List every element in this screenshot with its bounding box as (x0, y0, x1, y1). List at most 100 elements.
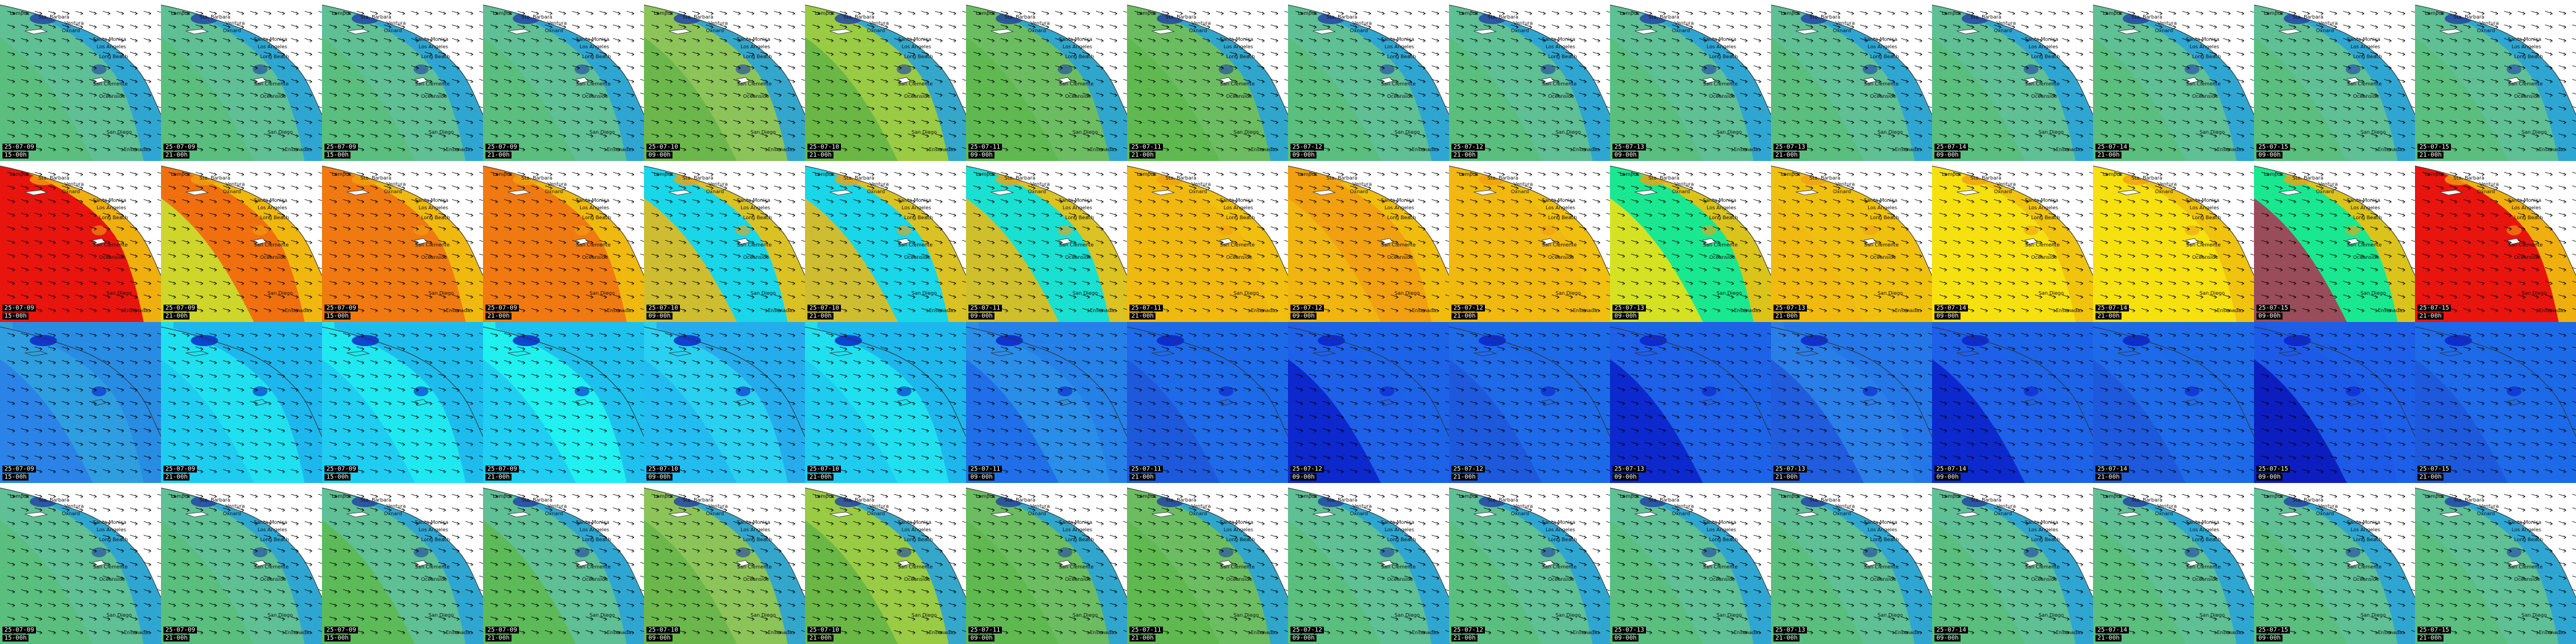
frame-time-label: 09-00h (1934, 313, 1961, 320)
wind-arrow (585, 133, 594, 138)
wind-arrow (383, 133, 392, 138)
wind-arrow (907, 51, 916, 56)
place-label: Los Angeles (258, 44, 287, 50)
map-tile-wind-speed: 25-07-09 15-00h (322, 322, 483, 483)
place-label: Oxnard (2155, 28, 2174, 33)
wind-arrow (866, 11, 875, 15)
wind-arrow (209, 65, 217, 70)
wind-arrow (1270, 106, 1279, 111)
map-tile-wave-height: Lompoc Sta. Barbara Ventura Santa Monica Los… (1932, 0, 2093, 161)
place-label: Oceanside (1548, 255, 1574, 260)
wind-arrow (116, 147, 124, 152)
wind-arrow (277, 79, 285, 84)
wind-arrow (1726, 11, 1734, 15)
wind-arrow (263, 51, 272, 56)
place-label: Sta. Barbara (1487, 175, 1519, 181)
wind-arrow (746, 133, 755, 138)
place-label: Long Beach (2192, 54, 2221, 59)
wind-arrow (1431, 24, 1440, 29)
place-label: Oceanside (2514, 94, 2540, 99)
wind-arrow (1819, 38, 1827, 43)
place-label: Lompoc (332, 172, 352, 177)
wind-arrow (1188, 106, 1197, 111)
place-label: Ensenada (1895, 147, 1920, 152)
wind-arrow (1404, 79, 1412, 84)
wind-arrow (787, 133, 796, 138)
wind-arrow (787, 51, 796, 56)
wind-arrow (1753, 24, 1762, 29)
wind-arrow (1617, 92, 1625, 97)
wind-arrow (1497, 65, 1505, 70)
frame-time-label: 21-00h (1129, 152, 1156, 159)
wind-arrow (1658, 11, 1666, 15)
wind-arrow (1671, 92, 1680, 97)
wind-arrow (921, 133, 929, 138)
place-label: Los Angeles (741, 205, 770, 211)
place-label: San Diego (2361, 290, 2386, 296)
wind-arrow (1928, 11, 1932, 13)
wind-arrow (1538, 147, 1546, 152)
wind-arrow (1832, 24, 1841, 29)
wind-arrow (544, 38, 553, 43)
wind-arrow (1027, 79, 1036, 84)
wind-arrow (585, 51, 594, 56)
wind-arrow (1565, 38, 1573, 43)
wind-arrow (1739, 79, 1748, 84)
wind-arrow (1805, 65, 1814, 70)
place-label: Oceanside (1387, 94, 1413, 99)
forecast-map (161, 0, 322, 161)
wind-arrow (853, 38, 861, 43)
wind-arrow (651, 38, 659, 43)
place-label: Ensenada (768, 308, 793, 313)
wind-arrow (424, 120, 433, 124)
wind-arrow (1914, 92, 1923, 97)
place-label: Ensenada (124, 308, 149, 313)
wind-arrow (1887, 11, 1895, 15)
wind-arrow (1216, 92, 1224, 97)
wind-arrow (1497, 120, 1505, 124)
place-label: Los Angeles (97, 44, 126, 50)
wind-arrow (760, 11, 768, 15)
wind-arrow (626, 38, 635, 43)
wind-arrow (1027, 11, 1036, 15)
wind-arrow (465, 79, 474, 84)
wind-arrow (692, 51, 700, 56)
wind-arrow (1243, 65, 1251, 70)
wind-arrow (1739, 120, 1748, 124)
wind-arrow (129, 147, 138, 152)
wind-arrow (143, 147, 152, 152)
wind-arrow (424, 24, 433, 29)
wind-arrow (1456, 133, 1464, 138)
wind-arrow (157, 51, 161, 54)
wind-arrow (1846, 38, 1855, 43)
wind-arrow (733, 38, 741, 43)
wind-arrow (383, 106, 392, 111)
wind-arrow (1161, 11, 1170, 15)
wind-arrow (209, 79, 217, 84)
wind-arrow (801, 120, 805, 122)
wind-arrow (1175, 133, 1183, 138)
wind-arrow (116, 11, 124, 15)
wind-arrow (787, 79, 796, 84)
place-label: Los Angeles (580, 44, 609, 50)
wind-arrow (342, 51, 351, 56)
wind-arrow (1256, 38, 1265, 43)
wind-arrow (1630, 79, 1639, 84)
wind-arrow (626, 106, 635, 111)
wind-arrow (1873, 106, 1882, 111)
wind-arrow (1483, 51, 1492, 56)
wind-arrow (948, 51, 957, 56)
place-label: Oxnard (223, 28, 242, 33)
wind-arrow (1243, 51, 1251, 56)
place-label: Los Angeles (1063, 205, 1092, 211)
wind-arrow (1014, 133, 1022, 138)
place-label: Ensenada (607, 308, 632, 313)
wind-arrow (986, 65, 995, 70)
place-label: San Clemente (2186, 242, 2221, 248)
wind-arrow (1123, 133, 1127, 136)
wind-arrow (866, 120, 875, 124)
map-tile-wave-period: Lompoc Sta. Barbara Ventura Santa Monica Los… (1771, 161, 1932, 322)
wind-arrow (801, 147, 805, 149)
wind-arrow (599, 11, 607, 15)
place-label: Los Angeles (2029, 205, 2058, 211)
